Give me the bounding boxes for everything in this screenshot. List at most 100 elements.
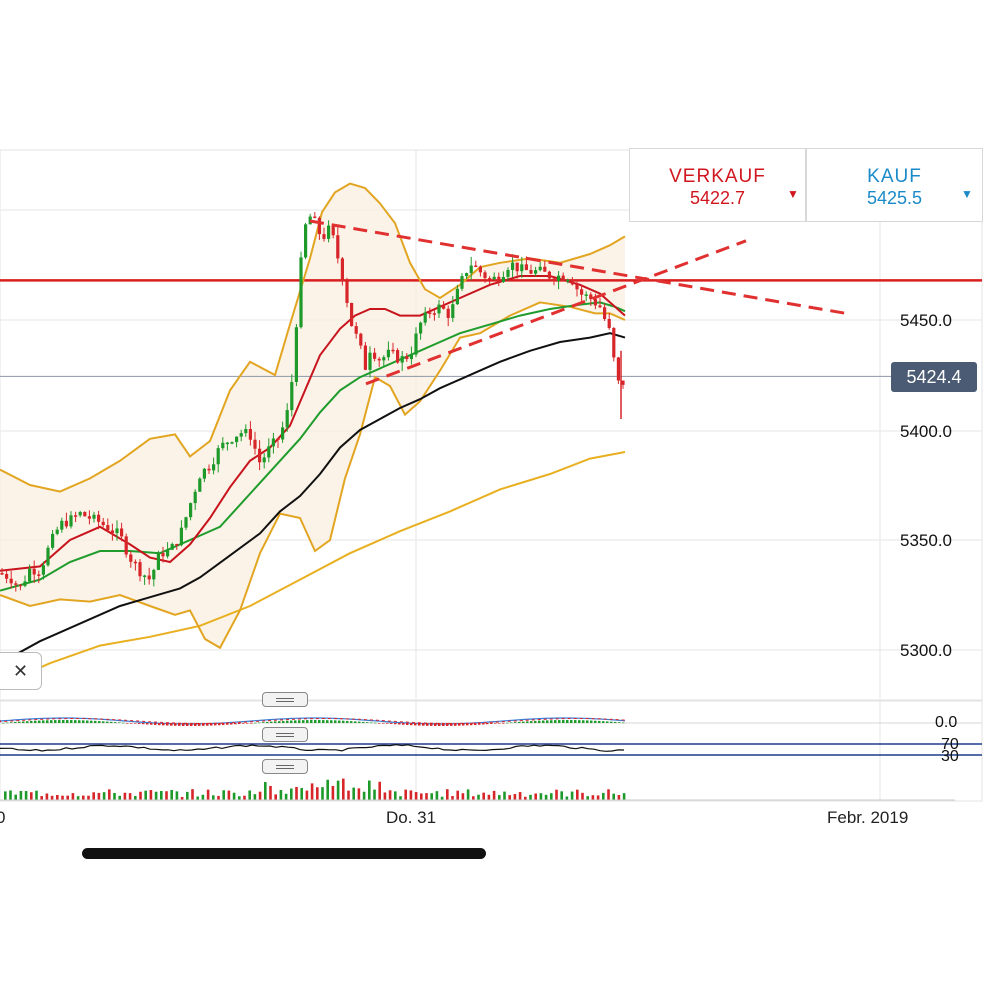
volume-bar (440, 796, 444, 800)
macd-histogram-bar (582, 720, 585, 723)
indicator-resize-handle[interactable] (262, 759, 308, 774)
volume-bar (113, 792, 116, 800)
macd-histogram-bar (622, 722, 625, 724)
volume-bar (576, 789, 579, 800)
candle-body (239, 433, 243, 437)
candle-body (368, 352, 372, 370)
macd-histogram-bar (426, 723, 429, 726)
price-panel-frame (0, 149, 983, 701)
candle-body (124, 536, 128, 555)
candle-body (32, 568, 36, 575)
current-price-badge: 5424.4 (891, 362, 977, 392)
macd-histogram-bar (70, 720, 73, 723)
volume-bar (170, 790, 173, 800)
macd-histogram-bar (530, 721, 533, 723)
macd-histogram-bar (246, 723, 249, 724)
macd-histogram-bar (90, 720, 93, 723)
macd-histogram-bar (314, 720, 317, 723)
macd-histogram-bar (374, 722, 377, 724)
candle-body (110, 530, 114, 534)
macd-histogram-bar (10, 722, 13, 723)
sell-label: VERKAUF (669, 166, 766, 187)
sell-button[interactable]: VERKAUF 5422.7 ▼ (629, 148, 806, 222)
candle-body (152, 569, 156, 580)
candle-body (189, 503, 193, 518)
candle-body (101, 521, 105, 526)
candle-body (419, 322, 423, 334)
candle-body (281, 427, 285, 440)
macd-histogram-bar (522, 721, 525, 723)
macd-histogram-bar (418, 723, 421, 726)
volume-bar (451, 796, 454, 800)
macd-histogram-bar (42, 720, 45, 723)
candle-body (133, 561, 137, 564)
macd-histogram-bar (158, 723, 161, 726)
volume-bar (503, 791, 506, 800)
volume-bar (108, 789, 111, 800)
candle-body (46, 547, 50, 566)
close-icon[interactable]: ✕ (0, 652, 42, 690)
macd-histogram-bar (86, 720, 89, 723)
ma-slow-line (0, 332, 626, 665)
buy-price: 5425.5 (866, 188, 923, 208)
candle-body (207, 468, 211, 471)
volume-bar (279, 790, 283, 800)
macd-histogram-bar (22, 721, 25, 723)
volume-bar (399, 796, 402, 800)
macd-histogram-bar (94, 720, 97, 723)
volume-bar (368, 780, 371, 800)
macd-histogram-bar (562, 720, 565, 723)
macd-histogram-bar (278, 721, 281, 723)
candle-body (331, 225, 335, 236)
candle-body (294, 327, 298, 383)
indicator-resize-handle[interactable] (262, 727, 308, 742)
macd-histogram-bar (518, 721, 521, 723)
macd-histogram-bar (330, 720, 333, 723)
candle-body (547, 271, 551, 279)
macd-histogram-bar (118, 722, 121, 724)
x-axis-label: Febr. 2019 (827, 808, 909, 827)
rsi-line (0, 744, 625, 752)
macd-histogram-bar (26, 721, 29, 723)
candle-body (5, 573, 9, 579)
volume-bar (373, 789, 376, 800)
macd-histogram-bar (558, 720, 561, 723)
candle-body (69, 515, 73, 527)
macd-histogram-bar (546, 720, 549, 723)
candle-body (41, 565, 45, 575)
volume-bar (550, 793, 553, 800)
macd-histogram-bar (198, 723, 201, 726)
volume-bar (222, 790, 225, 800)
macd-histogram-bar (130, 723, 133, 724)
volume-bar (175, 791, 179, 800)
macd-histogram-bar (166, 723, 169, 726)
candle-body (557, 275, 561, 281)
candle-body (129, 554, 133, 562)
buy-button[interactable]: KAUF 5425.5 ▼ (806, 148, 983, 222)
candle-body (501, 276, 505, 283)
candle-body (442, 304, 446, 309)
indicator-resize-handle[interactable] (262, 692, 308, 707)
macd-histogram-bar (266, 721, 269, 723)
macd-histogram-bar (534, 720, 537, 723)
macd-histogram-bar (606, 721, 609, 723)
candle-body (607, 318, 611, 329)
macd-histogram-bar (482, 723, 485, 725)
candle-body (170, 543, 174, 550)
macd-histogram-bar (210, 723, 213, 726)
volume-bar (71, 793, 75, 800)
volume-bar (45, 793, 49, 800)
candle-body (18, 584, 22, 587)
candle-body (258, 448, 262, 463)
macd-histogram-bar (310, 720, 313, 723)
volume-bar (61, 795, 64, 800)
volume-bar (524, 796, 527, 800)
macd-histogram-bar (446, 723, 449, 726)
volume-bar (612, 793, 615, 800)
macd-histogram-bar (294, 720, 297, 723)
candle-body (9, 578, 13, 584)
candle-body (267, 446, 271, 458)
macd-histogram-bar (378, 723, 381, 724)
